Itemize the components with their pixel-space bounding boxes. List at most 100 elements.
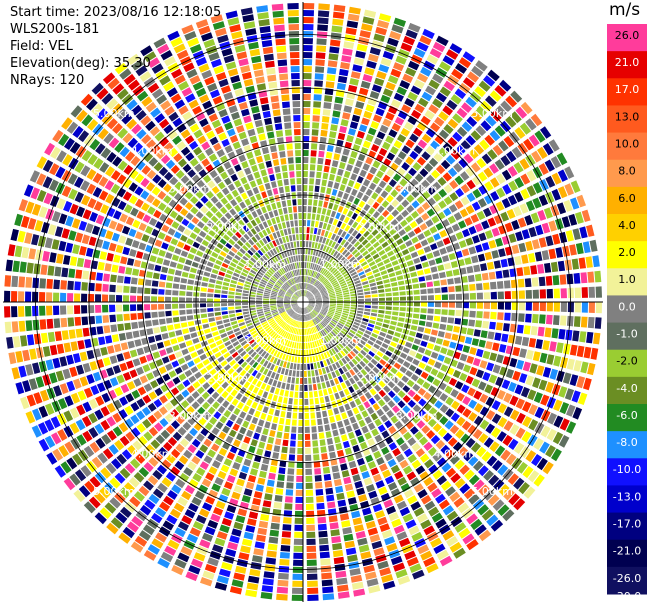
velocity-gate — [324, 424, 331, 432]
velocity-gate — [199, 539, 211, 549]
velocity-gate — [235, 299, 241, 302]
velocity-gate — [303, 94, 311, 101]
velocity-gate — [210, 273, 217, 279]
velocity-gate — [197, 386, 205, 395]
velocity-gate — [308, 295, 314, 299]
velocity-gate — [475, 320, 482, 328]
velocity-gate — [505, 116, 517, 128]
velocity-gate — [184, 202, 194, 211]
velocity-gate — [261, 350, 267, 357]
velocity-gate — [460, 171, 470, 181]
velocity-gate — [545, 191, 555, 204]
velocity-gate — [312, 377, 316, 384]
velocity-gate — [483, 489, 495, 501]
velocity-gate — [247, 128, 256, 137]
velocity-gate — [350, 271, 357, 277]
velocity-gate — [469, 310, 476, 318]
velocity-gate — [135, 366, 144, 376]
velocity-gate — [375, 321, 383, 327]
velocity-gate — [304, 419, 310, 426]
velocity-gate — [268, 329, 274, 336]
velocity-gate — [95, 437, 106, 449]
velocity-gate — [226, 356, 234, 363]
velocity-gate — [138, 530, 151, 541]
velocity-gate — [189, 427, 198, 437]
velocity-gate — [273, 313, 279, 317]
velocity-gate — [453, 212, 463, 221]
velocity-gate — [290, 311, 295, 317]
velocity-gate — [251, 164, 259, 173]
velocity-gate — [455, 145, 466, 156]
velocity-gate — [111, 197, 121, 208]
velocity-gate — [68, 188, 78, 200]
velocity-gate — [157, 202, 167, 211]
velocity-gate — [233, 243, 241, 250]
velocity-gate — [236, 251, 244, 258]
velocity-gate — [242, 14, 255, 23]
velocity-gate — [126, 381, 136, 391]
velocity-gate — [174, 203, 183, 213]
velocity-gate — [217, 405, 226, 414]
velocity-gate — [113, 254, 121, 263]
velocity-gate — [99, 507, 112, 519]
velocity-gate — [494, 445, 506, 457]
velocity-gate — [241, 538, 253, 547]
velocity-gate — [187, 444, 197, 454]
velocity-gate — [79, 376, 89, 387]
velocity-gate — [167, 227, 176, 236]
velocity-gate — [418, 97, 429, 108]
velocity-gate — [576, 345, 585, 358]
velocity-gate — [448, 302, 455, 308]
velocity-gate — [555, 247, 564, 258]
velocity-gate — [390, 464, 400, 474]
velocity-gate — [242, 299, 248, 302]
velocity-gate — [364, 242, 372, 249]
velocity-gate — [356, 130, 365, 139]
velocity-gate — [292, 349, 296, 356]
velocity-gate — [298, 276, 301, 283]
velocity-gate — [138, 321, 145, 328]
velocity-gate — [130, 304, 137, 312]
velocity-gate — [461, 420, 472, 431]
velocity-gate — [82, 327, 90, 337]
velocity-gate — [323, 473, 332, 481]
velocity-gate — [150, 107, 161, 118]
velocity-gate — [63, 410, 74, 422]
velocity-gate — [315, 66, 325, 73]
velocity-gate — [559, 231, 568, 244]
velocity-gate — [303, 220, 307, 227]
velocity-gate — [199, 230, 207, 238]
velocity-gate — [573, 360, 582, 372]
velocity-gate — [344, 275, 351, 280]
velocity-gate — [41, 222, 50, 234]
velocity-gate — [390, 189, 399, 198]
velocity-gate — [357, 295, 364, 299]
velocity-gate — [414, 173, 424, 183]
velocity-gate — [242, 305, 249, 309]
velocity-gate — [413, 507, 425, 517]
velocity-gate — [271, 423, 277, 431]
velocity-gate — [357, 537, 368, 546]
velocity-gate — [331, 371, 337, 379]
velocity-gate — [111, 458, 122, 470]
velocity-gate — [154, 422, 164, 432]
velocity-gate — [350, 150, 358, 159]
velocity-gate — [72, 125, 84, 138]
velocity-gate — [183, 265, 191, 272]
velocity-gate — [325, 315, 332, 320]
velocity-gate — [271, 292, 278, 295]
velocity-gate — [325, 431, 332, 438]
velocity-gate — [342, 312, 349, 316]
velocity-gate — [94, 409, 104, 420]
velocity-gate — [595, 302, 602, 314]
velocity-gate — [307, 294, 313, 299]
velocity-gate — [332, 386, 338, 393]
velocity-gate — [288, 24, 299, 31]
velocity-gate — [294, 510, 303, 517]
velocity-gate — [286, 272, 291, 279]
velocity-gate — [206, 396, 215, 405]
velocity-gate — [180, 400, 190, 409]
velocity-gate — [428, 506, 440, 517]
velocity-gate — [270, 299, 277, 301]
velocity-gate — [440, 159, 451, 170]
